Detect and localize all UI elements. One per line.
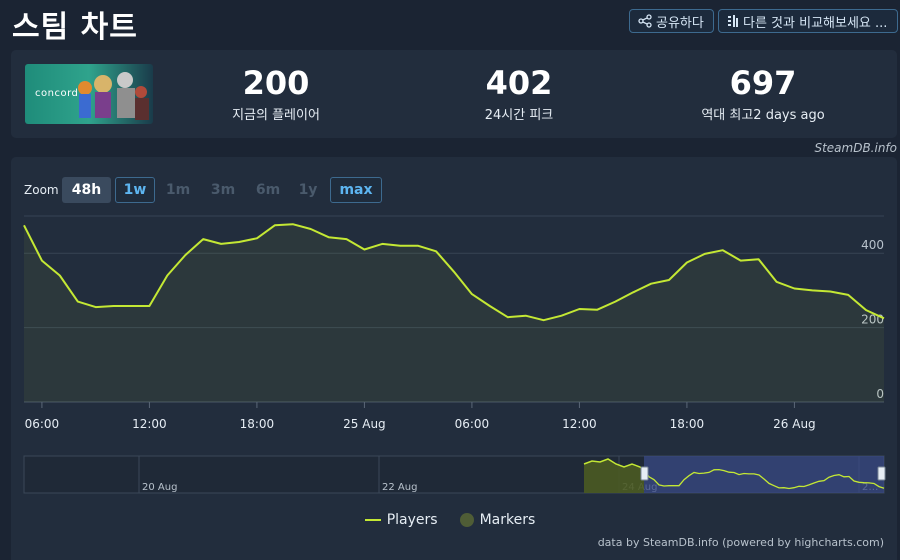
zoom-48h-button[interactable]: 48h <box>62 177 111 203</box>
players-series-line <box>23 223 885 322</box>
steamdb-credit[interactable]: SteamDB.info <box>814 141 897 155</box>
legend-label: Players <box>386 512 438 528</box>
navigator-handle[interactable] <box>877 466 886 481</box>
share-button[interactable]: 공유하다 <box>629 9 714 33</box>
zoom-max-button[interactable]: max <box>330 177 382 203</box>
game-logo-text: concord <box>35 88 79 99</box>
x-tick-label: 26 Aug <box>773 417 816 431</box>
x-tick-label: 06:00 <box>25 417 60 431</box>
compare-label: 다른 것과 비교해보세요 ... <box>743 15 888 31</box>
x-tick-label: 18:00 <box>670 417 705 431</box>
legend-item-players[interactable]: Players <box>364 512 438 528</box>
legend-dot-icon <box>459 513 474 527</box>
navigator-early-area <box>584 459 644 493</box>
y-tick-label: 400 <box>861 238 884 252</box>
page-title: 스팀 차트 <box>12 10 138 45</box>
stat-all-time-peak: 697 역대 최고2 days ago <box>663 66 863 123</box>
stat-label: 24시간 피크 <box>484 108 554 123</box>
stat-24h-peak: 402 24시간 피크 <box>419 66 619 123</box>
x-tick-label: 06:00 <box>455 417 490 431</box>
compare-button[interactable]: 다른 것과 비교해보세요 ... <box>718 9 898 33</box>
navigator-tick-label: 20 Aug <box>142 482 177 493</box>
compare-icon <box>728 15 738 27</box>
game-thumbnail[interactable]: concord <box>25 64 153 124</box>
legend-label: Markers <box>479 512 536 528</box>
players-area <box>24 224 884 402</box>
share-icon <box>638 14 652 28</box>
zoom-1w-button[interactable]: 1w <box>115 177 155 203</box>
stats-panel: concord 200 지금의 플레이어 402 24시간 피크 697 역대 … <box>11 50 897 138</box>
navigator-handle[interactable] <box>640 466 649 481</box>
zoom-label: Zoom <box>24 183 59 197</box>
navigator-early-line <box>583 458 645 471</box>
navigator-selected-line <box>643 468 885 490</box>
x-tick-label: 18:00 <box>240 417 275 431</box>
stat-value: 697 <box>729 64 797 102</box>
zoom-1m-button[interactable]: 1m <box>165 182 191 198</box>
navigator-tick-label: 22 Aug <box>382 482 417 493</box>
x-tick-label: 12:00 <box>562 417 597 431</box>
game-artwork <box>25 64 153 124</box>
legend-item-markers[interactable]: Markers <box>459 512 536 528</box>
zoom-1y-button[interactable]: 1y <box>298 182 318 198</box>
x-tick-label: 12:00 <box>132 417 167 431</box>
legend-line-icon <box>364 519 381 521</box>
y-tick-label: 0 <box>876 387 884 401</box>
chart-credit[interactable]: data by SteamDB.info (powered by highcha… <box>597 536 884 549</box>
share-label: 공유하다 <box>656 15 704 31</box>
navigator-selected-range <box>644 456 884 493</box>
stat-value: 200 <box>242 64 310 102</box>
stat-label: 역대 최고2 days ago <box>701 108 825 123</box>
stat-label: 지금의 플레이어 <box>232 108 320 123</box>
zoom-3m-button[interactable]: 3m <box>210 182 236 198</box>
chart-legend: Players Markers <box>0 512 900 528</box>
zoom-6m-button[interactable]: 6m <box>255 182 281 198</box>
x-tick-label: 25 Aug <box>343 417 386 431</box>
stat-current-players: 200 지금의 플레이어 <box>176 66 376 123</box>
stat-value: 402 <box>485 64 553 102</box>
